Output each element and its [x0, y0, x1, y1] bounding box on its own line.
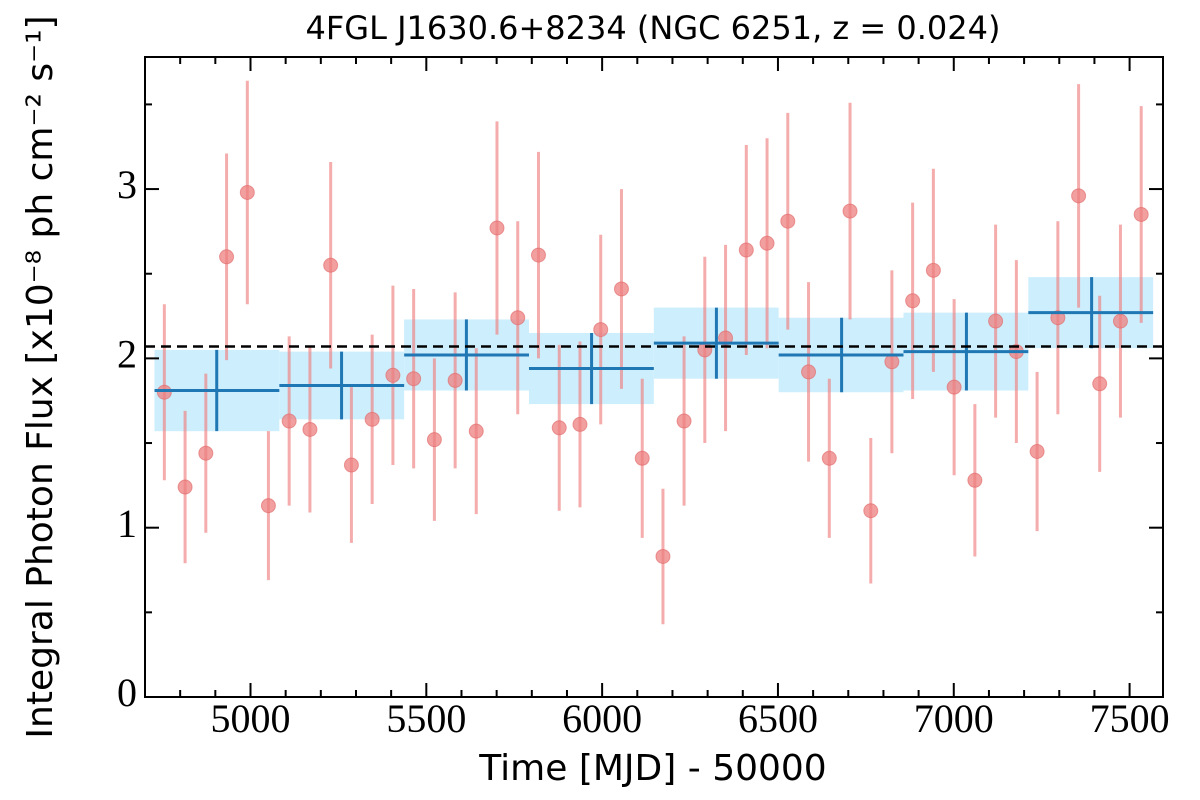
data-point	[634, 450, 650, 466]
y-tick-label: 3	[117, 162, 137, 207]
data-point	[613, 281, 629, 297]
data-point	[1092, 376, 1108, 392]
data-point	[967, 472, 983, 488]
x-axis-label: Time [MJD] - 50000	[478, 748, 826, 789]
x-tick-label: 6000	[562, 696, 642, 741]
data-point	[530, 247, 546, 263]
data-point	[780, 213, 796, 229]
x-tick-label: 5500	[386, 696, 466, 741]
data-point	[821, 450, 837, 466]
data-point	[302, 421, 318, 437]
data-point	[572, 416, 588, 432]
data-point	[281, 413, 297, 429]
data-point	[260, 498, 276, 514]
data-point	[323, 257, 339, 273]
data-point	[364, 411, 380, 427]
y-tick-label: 2	[117, 332, 137, 377]
data-point	[988, 313, 1004, 329]
data-point	[1133, 206, 1149, 222]
data-point	[551, 420, 567, 436]
data-point	[801, 364, 817, 380]
data-point	[842, 203, 858, 219]
data-point	[198, 445, 214, 461]
data-point	[718, 330, 734, 346]
data-point	[1112, 313, 1128, 329]
data-point	[426, 432, 442, 448]
y-tick-label: 1	[117, 501, 137, 546]
x-tick-label: 6500	[738, 696, 818, 741]
data-point	[697, 342, 713, 358]
x-tick-label: 7500	[1090, 696, 1170, 741]
data-point	[468, 423, 484, 439]
data-point	[406, 371, 422, 387]
x-tick-label: 7000	[914, 696, 994, 741]
data-point	[385, 367, 401, 383]
data-point	[510, 310, 526, 326]
data-point	[759, 235, 775, 251]
data-point	[489, 220, 505, 236]
data-point	[177, 479, 193, 495]
data-point	[1029, 443, 1045, 459]
data-point	[676, 413, 692, 429]
data-point	[239, 184, 255, 200]
data-point	[655, 548, 671, 564]
data-point	[884, 354, 900, 370]
data-point	[156, 384, 172, 400]
data-point	[343, 457, 359, 473]
data-point	[863, 503, 879, 519]
data-point	[905, 293, 921, 309]
y-tick-label: 0	[117, 670, 137, 715]
data-point	[1050, 310, 1066, 326]
data-point	[219, 249, 235, 265]
data-point	[1071, 188, 1087, 204]
chart-title: 4FGL J1630.6+8234 (NGC 6251, z = 0.024)	[306, 9, 1001, 47]
data-point	[447, 372, 463, 388]
y-axis-label: Integral Photon Flux [x10⁻⁸ ph cm⁻² s⁻¹]	[20, 15, 61, 738]
data-point	[946, 379, 962, 395]
data-point	[738, 242, 754, 258]
data-point	[925, 262, 941, 278]
data-point	[593, 322, 609, 338]
x-tick-label: 5000	[210, 696, 290, 741]
plot-frame	[144, 56, 1164, 698]
